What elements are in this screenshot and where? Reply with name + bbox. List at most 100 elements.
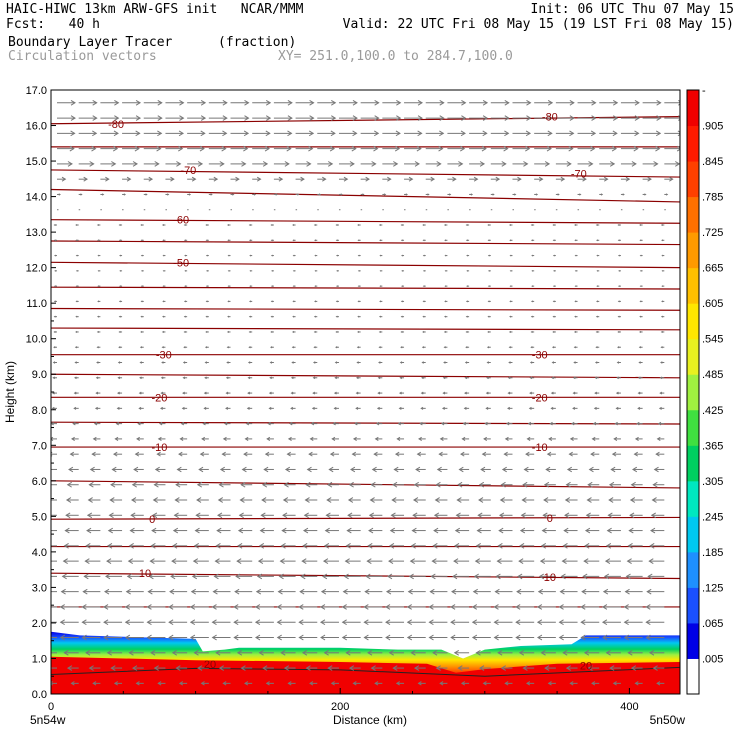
vector-arrowhead bbox=[344, 558, 350, 564]
vector-arrowhead bbox=[474, 558, 481, 564]
vector-arrowhead bbox=[193, 649, 199, 656]
vector-arrowhead bbox=[363, 604, 369, 610]
vector-arrowhead bbox=[572, 406, 576, 410]
vector-arrowhead bbox=[168, 634, 174, 641]
vector-arrowhead bbox=[541, 527, 547, 534]
vector-arrowhead bbox=[178, 130, 185, 137]
vector-arrowhead bbox=[540, 649, 546, 656]
vector-arrowhead bbox=[596, 254, 599, 257]
vector-arrowhead bbox=[189, 634, 196, 641]
vector-arrowhead bbox=[393, 466, 399, 473]
vector-arrowhead bbox=[227, 269, 230, 272]
vector-arrowhead bbox=[645, 619, 651, 626]
vector-arrowhead bbox=[75, 239, 78, 242]
vector-arrowhead bbox=[394, 145, 401, 152]
vector-arrowhead bbox=[504, 115, 510, 121]
vector-arrowhead bbox=[379, 239, 382, 242]
vector-arrowhead bbox=[325, 512, 331, 519]
vector-arrowhead bbox=[313, 346, 316, 349]
vector-arrowhead bbox=[74, 361, 77, 364]
vector-arrowhead bbox=[213, 176, 219, 182]
vector-arrowhead bbox=[422, 223, 425, 227]
vector-arrowhead bbox=[225, 376, 229, 380]
vector-arrowhead bbox=[367, 543, 373, 549]
vector-arrowhead bbox=[516, 588, 522, 595]
vector-arrowhead bbox=[365, 176, 370, 182]
vector-arrowhead bbox=[373, 451, 378, 457]
vector-arrowhead bbox=[211, 634, 217, 641]
vector-arrowhead bbox=[637, 376, 641, 380]
vector-arrowhead bbox=[481, 145, 487, 152]
vector-arrowhead bbox=[406, 604, 412, 610]
vector-arrowhead bbox=[59, 604, 65, 610]
vector-arrowhead bbox=[314, 239, 317, 242]
vector-arrowhead bbox=[75, 300, 78, 303]
vector-arrowhead bbox=[300, 176, 305, 182]
vector-arrowhead bbox=[617, 239, 620, 242]
vector-arrowhead bbox=[153, 665, 159, 671]
isotherm-line bbox=[51, 666, 680, 677]
vector-arrowhead bbox=[617, 285, 620, 288]
vector-arrowhead bbox=[162, 269, 165, 272]
vector-arrowhead bbox=[117, 391, 120, 395]
vector-arrowhead bbox=[58, 193, 61, 196]
y-tick-label: 7.0 bbox=[32, 440, 47, 452]
vector-arrowhead bbox=[630, 665, 637, 671]
vector-arrowhead bbox=[609, 161, 616, 167]
vector-arrowhead bbox=[227, 285, 230, 288]
vector-arrowhead bbox=[659, 391, 663, 395]
vector-arrowhead bbox=[236, 649, 243, 656]
vector-arrowhead bbox=[156, 145, 162, 152]
vector-arrowhead bbox=[194, 527, 200, 534]
vector-arrowhead bbox=[276, 634, 282, 641]
colorbar-label: .785 bbox=[702, 192, 723, 204]
vector-arrowhead bbox=[422, 269, 425, 272]
vector-arrowhead bbox=[53, 330, 56, 334]
vector-arrowhead bbox=[109, 497, 115, 503]
vector-arrowhead bbox=[357, 315, 360, 318]
y-tick-label: 12.0 bbox=[26, 263, 47, 275]
vector-arrowhead bbox=[41, 574, 45, 579]
vector-arrowhead bbox=[661, 239, 664, 242]
vector-arrowhead bbox=[66, 665, 73, 671]
vector-arrowhead bbox=[147, 588, 153, 595]
vector-arrowhead bbox=[421, 346, 425, 349]
vector-arrowhead bbox=[566, 161, 572, 167]
vector-arrowhead bbox=[656, 115, 662, 121]
vector-arrowhead bbox=[450, 604, 456, 610]
vector-arrowhead bbox=[590, 130, 597, 137]
vector-arrowhead bbox=[610, 466, 616, 473]
vector-arrowhead bbox=[347, 497, 354, 503]
vector-arrowhead bbox=[333, 391, 337, 395]
vector-arrowhead bbox=[645, 634, 651, 641]
vector-arrowhead bbox=[658, 406, 662, 410]
vector-arrowhead bbox=[280, 543, 286, 549]
isotherm-label: -30 bbox=[532, 350, 548, 362]
vector-arrowhead bbox=[581, 588, 587, 595]
vector-arrowhead bbox=[92, 99, 98, 106]
vector-arrowhead bbox=[417, 99, 424, 106]
vector-arrowhead bbox=[389, 527, 395, 534]
colorbar-swatch bbox=[687, 658, 699, 695]
vector-arrowhead bbox=[282, 497, 289, 503]
vector-arrowhead bbox=[439, 130, 445, 137]
vector-arrowhead bbox=[591, 115, 597, 121]
vector-arrowhead bbox=[115, 421, 119, 426]
vector-arrowhead bbox=[104, 588, 110, 595]
vector-arrowhead bbox=[70, 681, 75, 686]
vector-arrowhead bbox=[215, 649, 221, 656]
vector-arrowhead bbox=[452, 573, 458, 580]
vector-arrowhead bbox=[574, 315, 577, 318]
vector-arrowhead bbox=[280, 649, 286, 656]
vector-arrowhead bbox=[313, 223, 317, 227]
vector-arrowhead bbox=[453, 558, 459, 564]
vector-arrowhead bbox=[257, 558, 264, 564]
vector-arrowhead bbox=[414, 161, 420, 167]
vector-arrowhead bbox=[553, 269, 556, 272]
vector-arrowhead bbox=[416, 451, 422, 457]
vector-arrowhead bbox=[385, 604, 391, 610]
vector-arrowhead bbox=[465, 300, 469, 303]
vector-arrowhead bbox=[623, 619, 629, 626]
vector-arrowhead bbox=[363, 619, 369, 626]
vector-arrowhead bbox=[525, 145, 531, 152]
